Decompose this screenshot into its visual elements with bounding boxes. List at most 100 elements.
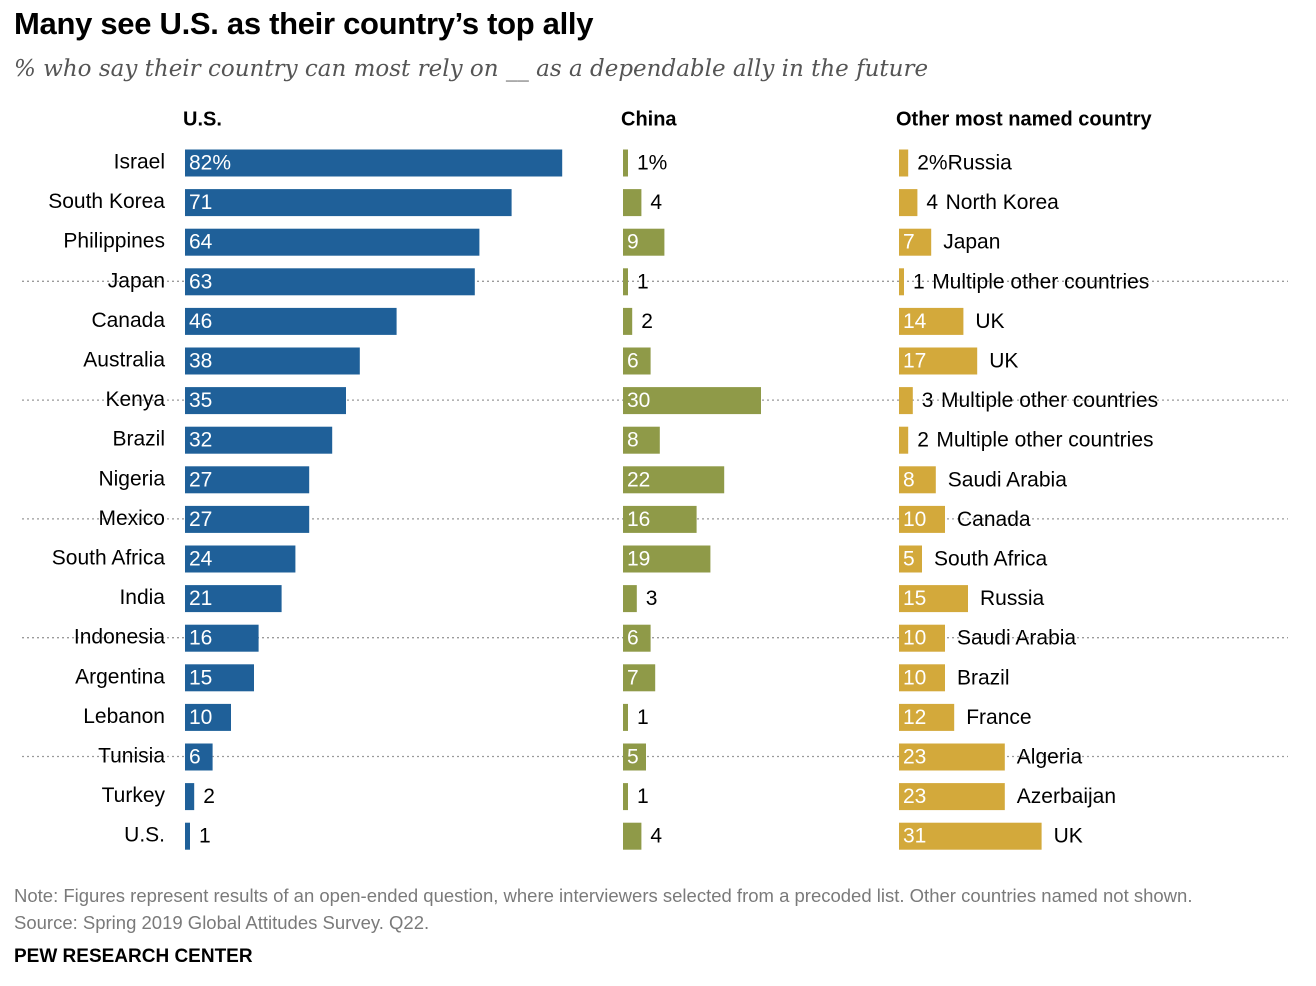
- value-label-s2-r6: 3: [922, 389, 934, 412]
- value-label-s2-r10: 5: [903, 548, 915, 571]
- chart-title: Many see U.S. as their country’s top all…: [14, 6, 594, 41]
- bar-s0-r10: [185, 545, 296, 573]
- value-label-s0-r0: 82%: [189, 152, 231, 175]
- bar-s1-r1: [623, 189, 642, 217]
- bar-s0-r17: [185, 822, 190, 850]
- category-label-5: Australia: [83, 349, 165, 372]
- bar-s0-r6: [185, 387, 346, 415]
- value-label-s1-r7: 8: [627, 429, 639, 452]
- bar-s0-r4: [185, 307, 397, 335]
- value-label-s1-r13: 7: [627, 666, 639, 689]
- bar-s1-r14: [623, 703, 628, 731]
- bar-s2-r0: [899, 149, 909, 177]
- value-label-s0-r5: 38: [189, 350, 212, 373]
- value-label-s1-r9: 16: [627, 508, 650, 531]
- other-country-name-r16: Azerbaijan: [1017, 785, 1116, 808]
- value-label-s0-r17: 1: [199, 825, 211, 848]
- value-label-s1-r4: 2: [641, 310, 653, 333]
- bar-s0-r12: [185, 624, 259, 652]
- value-label-s0-r7: 32: [189, 429, 212, 452]
- value-label-s0-r9: 27: [189, 508, 212, 531]
- category-label-3: Japan: [108, 269, 165, 292]
- bar-s1-r12: [623, 624, 651, 652]
- value-label-s0-r4: 46: [189, 310, 212, 333]
- value-label-s1-r5: 6: [627, 350, 639, 373]
- bar-s1-r6: [623, 387, 761, 415]
- value-label-s0-r16: 2: [203, 785, 215, 808]
- value-label-s0-r1: 71: [189, 191, 212, 214]
- value-label-s2-r16: 23: [903, 785, 926, 808]
- category-label-8: Nigeria: [98, 467, 165, 490]
- bar-s2-r12: [899, 624, 945, 652]
- category-label-1: South Korea: [48, 190, 165, 213]
- value-label-s0-r6: 35: [189, 389, 212, 412]
- category-label-14: Lebanon: [83, 705, 165, 728]
- category-label-6: Kenya: [105, 388, 165, 411]
- value-label-s1-r12: 6: [627, 627, 639, 650]
- value-label-s2-r14: 12: [903, 706, 926, 729]
- bar-s1-r11: [623, 585, 637, 613]
- value-label-s0-r12: 16: [189, 627, 212, 650]
- value-label-s2-r7: 2: [917, 429, 929, 452]
- value-label-s1-r2: 9: [627, 231, 639, 254]
- bar-s1-r5: [623, 347, 651, 375]
- other-country-name-r5: UK: [989, 350, 1018, 373]
- value-label-s1-r8: 22: [627, 468, 650, 491]
- bar-s1-r0: [623, 149, 628, 177]
- bar-s0-r16: [185, 783, 195, 811]
- bar-s0-r3: [185, 268, 475, 296]
- other-country-name-r14: France: [966, 706, 1031, 729]
- bar-s2-r13: [899, 664, 945, 692]
- value-label-s0-r15: 6: [189, 746, 201, 769]
- other-country-name-r9: Canada: [957, 508, 1031, 531]
- value-label-s1-r17: 4: [650, 825, 662, 848]
- note-text: Note: Figures represent results of an op…: [14, 885, 1193, 906]
- category-label-7: Brazil: [112, 428, 165, 451]
- value-label-s0-r13: 15: [189, 666, 212, 689]
- bar-s1-r4: [623, 307, 633, 335]
- other-country-name-r6: Multiple other countries: [941, 389, 1158, 412]
- bar-s0-r0: [185, 149, 563, 177]
- value-label-s0-r3: 63: [189, 270, 212, 293]
- value-label-s2-r2: 7: [903, 231, 915, 254]
- category-label-13: Argentina: [75, 665, 165, 688]
- other-country-name-r17: UK: [1054, 825, 1083, 848]
- value-label-s1-r3: 1: [637, 270, 649, 293]
- value-label-s2-r1: 4: [926, 191, 938, 214]
- value-label-s0-r11: 21: [189, 587, 212, 610]
- category-label-15: Tunisia: [98, 745, 165, 768]
- bar-s1-r10: [623, 545, 711, 573]
- bar-s1-r7: [623, 426, 660, 454]
- bar-s2-r3: [899, 268, 904, 296]
- other-country-name-r13: Brazil: [957, 666, 1010, 689]
- value-label-s2-r9: 10: [903, 508, 926, 531]
- other-country-name-r15: Algeria: [1017, 746, 1083, 769]
- bar-s1-r2: [623, 228, 665, 256]
- bar-s1-r3: [623, 268, 628, 296]
- column-header-2: Other most named country: [896, 108, 1152, 130]
- bar-s2-r1: [899, 189, 918, 217]
- bar-s2-r10: [899, 545, 922, 573]
- value-label-s0-r2: 64: [189, 231, 213, 254]
- value-label-s2-r12: 10: [903, 627, 926, 650]
- chart-subtitle: % who say their country can most rely on…: [14, 56, 929, 82]
- bar-s0-r7: [185, 426, 333, 454]
- column-header-0: U.S.: [183, 108, 222, 130]
- bar-s1-r13: [623, 664, 656, 692]
- value-label-s1-r15: 5: [627, 746, 639, 769]
- value-label-s2-r3: 1: [913, 270, 925, 293]
- value-label-s1-r1: 4: [650, 191, 662, 214]
- source-text: Source: Spring 2019 Global Attitudes Sur…: [14, 912, 430, 933]
- other-country-name-r3: Multiple other countries: [932, 270, 1149, 293]
- other-country-name-r10: South Africa: [934, 548, 1048, 571]
- column-header-1: China: [621, 108, 677, 130]
- other-country-name-r12: Saudi Arabia: [957, 627, 1076, 650]
- value-label-s1-r10: 19: [627, 548, 650, 571]
- value-label-s2-r5: 17: [903, 350, 926, 373]
- bar-s2-r17: [899, 822, 1042, 850]
- bar-s0-r15: [185, 743, 213, 771]
- bar-s2-r14: [899, 703, 955, 731]
- bar-s2-r5: [899, 347, 978, 375]
- value-label-s1-r14: 1: [637, 706, 649, 729]
- bar-s1-r8: [623, 466, 725, 494]
